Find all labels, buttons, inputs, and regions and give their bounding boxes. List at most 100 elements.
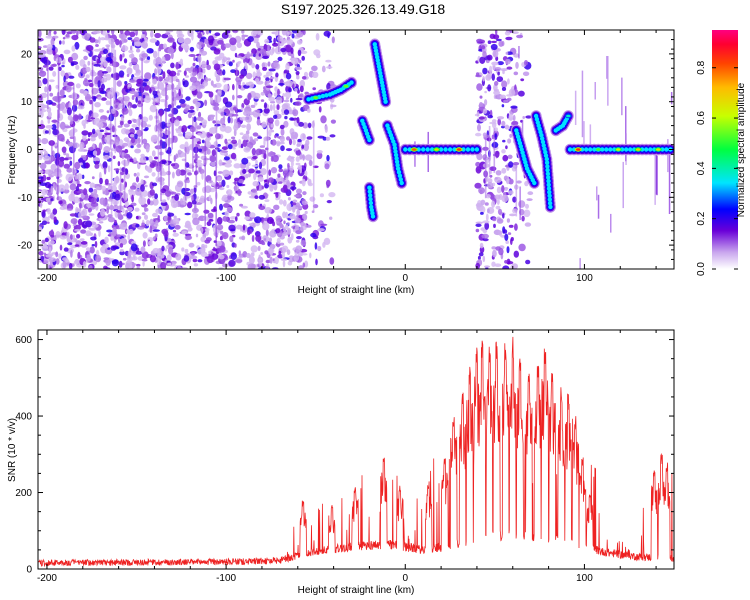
noise-speckle <box>202 81 209 87</box>
noise-speckle <box>256 119 261 126</box>
noise-speckle <box>254 101 258 106</box>
noise-speckle <box>128 228 134 235</box>
noise-speckle <box>270 101 276 104</box>
noise-speckle <box>260 168 267 176</box>
noise-speckle <box>326 136 331 141</box>
noise-speckle <box>142 240 146 248</box>
noise-speckle <box>204 185 212 193</box>
noise-speckle <box>262 222 270 231</box>
noise-speckle <box>76 208 82 213</box>
noise-speckle <box>68 263 73 269</box>
noise-speckle <box>72 234 76 241</box>
noise-speckle <box>250 104 256 108</box>
noise-speckle <box>294 224 300 232</box>
noise-speckle <box>151 172 156 177</box>
noise-speckle <box>80 241 88 245</box>
noise-speckle <box>500 234 506 238</box>
noise-speckle <box>175 78 180 83</box>
noise-speckle <box>255 30 263 35</box>
noise-speckle <box>82 188 88 196</box>
noise-speckle <box>286 39 294 45</box>
noise-speckle <box>213 48 221 55</box>
noise-speckle <box>296 143 301 147</box>
noise-speckle <box>252 71 257 79</box>
noise-streak <box>579 258 581 269</box>
noise-speckle <box>504 187 509 190</box>
noise-speckle <box>235 216 238 222</box>
noise-speckle <box>119 250 125 256</box>
noise-speckle <box>154 32 162 39</box>
noise-speckle <box>154 156 159 160</box>
noise-speckle <box>525 259 531 265</box>
noise-speckle <box>200 119 208 126</box>
noise-speckle <box>487 178 493 184</box>
noise-speckle <box>133 157 137 163</box>
noise-speckle <box>250 245 258 253</box>
colorbar-gradient <box>712 30 738 269</box>
noise-speckle <box>152 236 156 241</box>
noise-speckle <box>114 193 121 201</box>
noise-speckle <box>41 220 48 226</box>
noise-speckle <box>152 212 158 218</box>
noise-speckle <box>199 30 204 33</box>
noise-speckle <box>85 247 91 252</box>
noise-speckle <box>249 212 256 218</box>
noise-speckle <box>323 237 331 245</box>
noise-speckle <box>93 63 101 67</box>
noise-speckle <box>140 184 145 192</box>
noise-speckle <box>495 38 502 42</box>
noise-speckle <box>197 162 203 168</box>
noise-speckle <box>198 215 206 222</box>
noise-speckle <box>196 116 204 121</box>
noise-speckle <box>255 234 262 242</box>
noise-speckle <box>512 114 516 122</box>
noise-speckle <box>484 90 487 94</box>
noise-speckle <box>283 184 288 191</box>
noise-speckle <box>515 61 519 69</box>
noise-speckle <box>513 71 519 76</box>
noise-speckle <box>525 115 532 119</box>
noise-speckle <box>241 205 248 209</box>
noise-speckle <box>285 211 288 219</box>
noise-speckle <box>238 179 244 184</box>
noise-speckle <box>224 43 232 48</box>
noise-speckle <box>79 162 83 166</box>
y-tick-label: -10 <box>18 193 33 204</box>
noise-speckle <box>241 102 245 109</box>
noise-speckle <box>176 105 182 109</box>
noise-speckle <box>96 58 100 65</box>
noise-speckle <box>67 81 75 87</box>
noise-speckle <box>62 37 66 40</box>
noise-speckle <box>298 265 304 269</box>
noise-speckle <box>257 261 263 265</box>
noise-speckle <box>494 67 502 71</box>
noise-speckle <box>243 146 251 153</box>
noise-speckle <box>88 114 91 123</box>
noise-speckle <box>173 98 177 106</box>
x-tick-label: 100 <box>576 273 593 284</box>
noise-speckle <box>478 116 485 120</box>
x-tick-label: -200 <box>37 273 57 284</box>
noise-speckle <box>184 248 189 254</box>
noise-speckle <box>253 172 257 181</box>
signal-track-cell <box>461 147 466 152</box>
noise-speckle <box>125 263 130 269</box>
noise-speckle <box>123 96 130 102</box>
noise-speckle <box>94 163 100 169</box>
noise-speckle <box>492 249 497 258</box>
noise-speckle <box>319 193 324 198</box>
noise-speckle <box>304 210 308 215</box>
noise-speckle <box>129 133 135 138</box>
noise-speckle <box>255 109 261 113</box>
noise-speckle <box>91 176 95 180</box>
noise-speckle <box>186 179 190 184</box>
noise-speckle <box>502 154 509 162</box>
noise-speckle <box>39 162 47 170</box>
noise-speckle <box>297 49 302 56</box>
noise-speckle <box>41 138 49 145</box>
noise-speckle <box>507 78 510 85</box>
noise-speckle <box>184 224 192 229</box>
noise-speckle <box>255 64 260 70</box>
noise-speckle <box>104 130 108 134</box>
noise-speckle <box>329 216 333 220</box>
